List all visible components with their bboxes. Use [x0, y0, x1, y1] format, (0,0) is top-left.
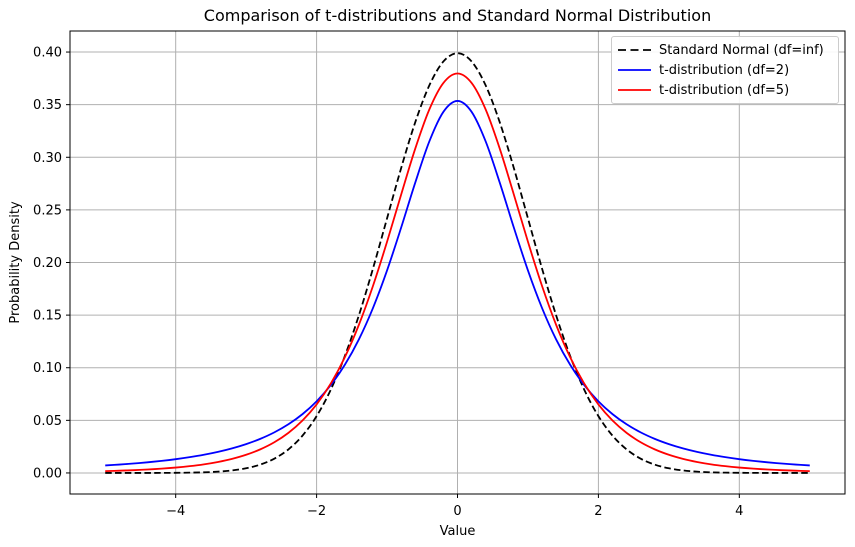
legend-entry: t-distribution (df=5)	[618, 80, 832, 100]
x-tick-label: −4	[166, 504, 185, 519]
y-tick-label: 0.15	[33, 309, 62, 324]
y-tick-label: 0.20	[33, 256, 62, 271]
y-tick-label: 0.35	[33, 98, 62, 113]
x-tick-label: 4	[735, 504, 743, 519]
x-tick-label: 0	[453, 504, 461, 519]
y-tick-label: 0.25	[33, 203, 62, 218]
legend: Standard Normal (df=inf) t-distribution (…	[611, 36, 839, 104]
legend-line-sample-icon	[618, 69, 651, 71]
tick-layer: −4 −2 0 2 4 0.00 0.05 0.10 0.15 0.20 0.25 0.30 0.35 0…	[33, 46, 743, 519]
x-tick-label: −2	[307, 504, 326, 519]
t-df2-curve	[105, 100, 810, 467]
y-tick-label: 0.10	[33, 361, 62, 376]
chart-title: Comparison of t-distributions and Standa…	[204, 6, 711, 25]
y-tick-label: 0.00	[33, 466, 62, 481]
legend-line-sample-icon	[618, 49, 651, 51]
legend-entry-label: Standard Normal (df=inf)	[659, 42, 824, 58]
x-tick-label: 2	[594, 504, 602, 519]
y-tick-label: 0.30	[33, 151, 62, 166]
series-layer	[105, 52, 810, 474]
legend-line-sample-icon	[618, 89, 651, 91]
legend-entry: t-distribution (df=2)	[618, 60, 832, 80]
x-axis-label: Value	[440, 524, 476, 539]
t-df5-curve	[105, 72, 810, 473]
y-axis-label: Probability Density	[8, 201, 23, 324]
legend-entry-label: t-distribution (df=5)	[659, 82, 790, 98]
legend-entry: Standard Normal (df=inf)	[618, 40, 832, 60]
y-tick-label: 0.40	[33, 46, 62, 61]
y-tick-label: 0.05	[33, 414, 62, 429]
legend-entry-label: t-distribution (df=2)	[659, 62, 790, 78]
